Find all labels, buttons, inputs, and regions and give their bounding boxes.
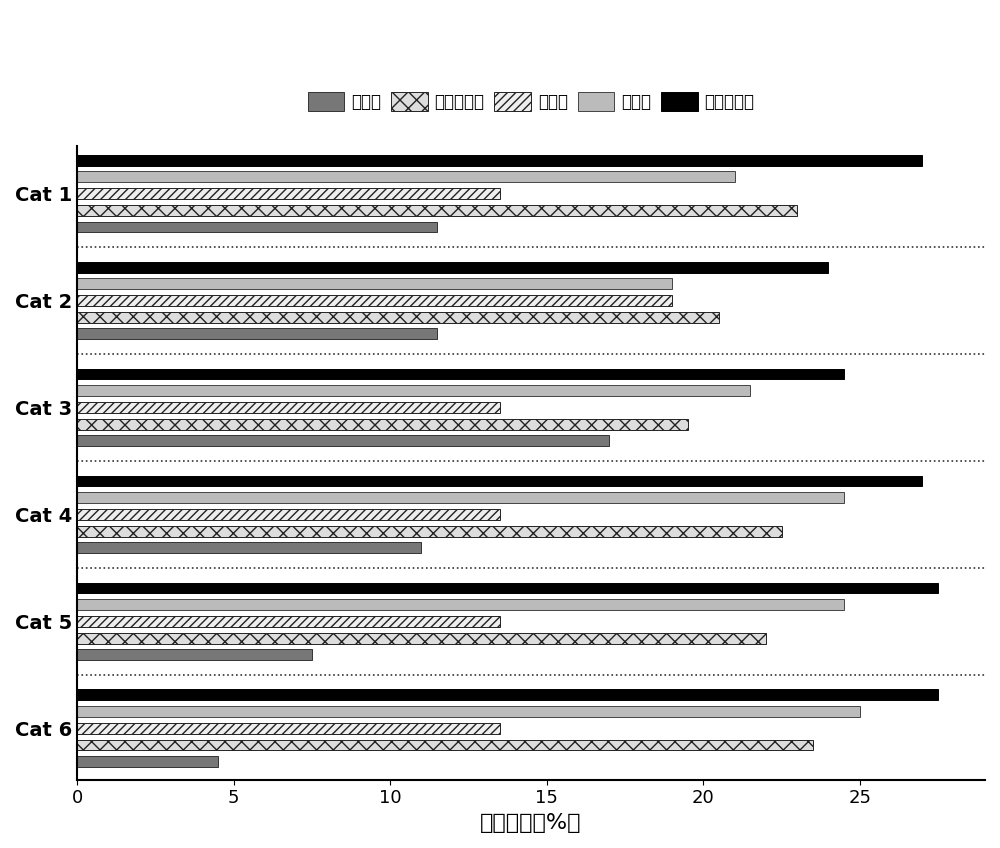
Bar xyxy=(77,385,750,396)
Bar xyxy=(77,188,500,199)
Bar xyxy=(77,616,500,627)
Legend: 丁二烯, 顺式二丁烯, 异丁烯, 正丁烯, 反式二丁烯: 丁二烯, 顺式二丁烯, 异丁烯, 正丁烯, 反式二丁烯 xyxy=(301,85,761,118)
Bar xyxy=(77,419,688,430)
Bar xyxy=(77,739,813,750)
Bar xyxy=(77,493,844,503)
X-axis label: 产物分布（%）: 产物分布（%） xyxy=(480,813,582,833)
Bar xyxy=(77,402,500,413)
Bar xyxy=(77,278,672,289)
Bar xyxy=(77,476,922,487)
Bar xyxy=(77,262,828,272)
Bar xyxy=(77,328,437,339)
Bar xyxy=(77,312,719,322)
Bar xyxy=(77,436,609,446)
Bar xyxy=(77,221,437,232)
Bar xyxy=(77,689,938,700)
Bar xyxy=(77,756,218,767)
Bar xyxy=(77,543,421,553)
Bar xyxy=(77,722,500,734)
Bar xyxy=(77,526,782,537)
Bar xyxy=(77,706,860,717)
Bar xyxy=(77,369,844,379)
Bar xyxy=(77,154,922,165)
Bar xyxy=(77,633,766,644)
Bar xyxy=(77,205,797,215)
Bar xyxy=(77,295,672,306)
Bar xyxy=(77,583,938,594)
Bar xyxy=(77,509,500,520)
Bar xyxy=(77,600,844,610)
Bar xyxy=(77,171,735,182)
Bar xyxy=(77,650,312,661)
